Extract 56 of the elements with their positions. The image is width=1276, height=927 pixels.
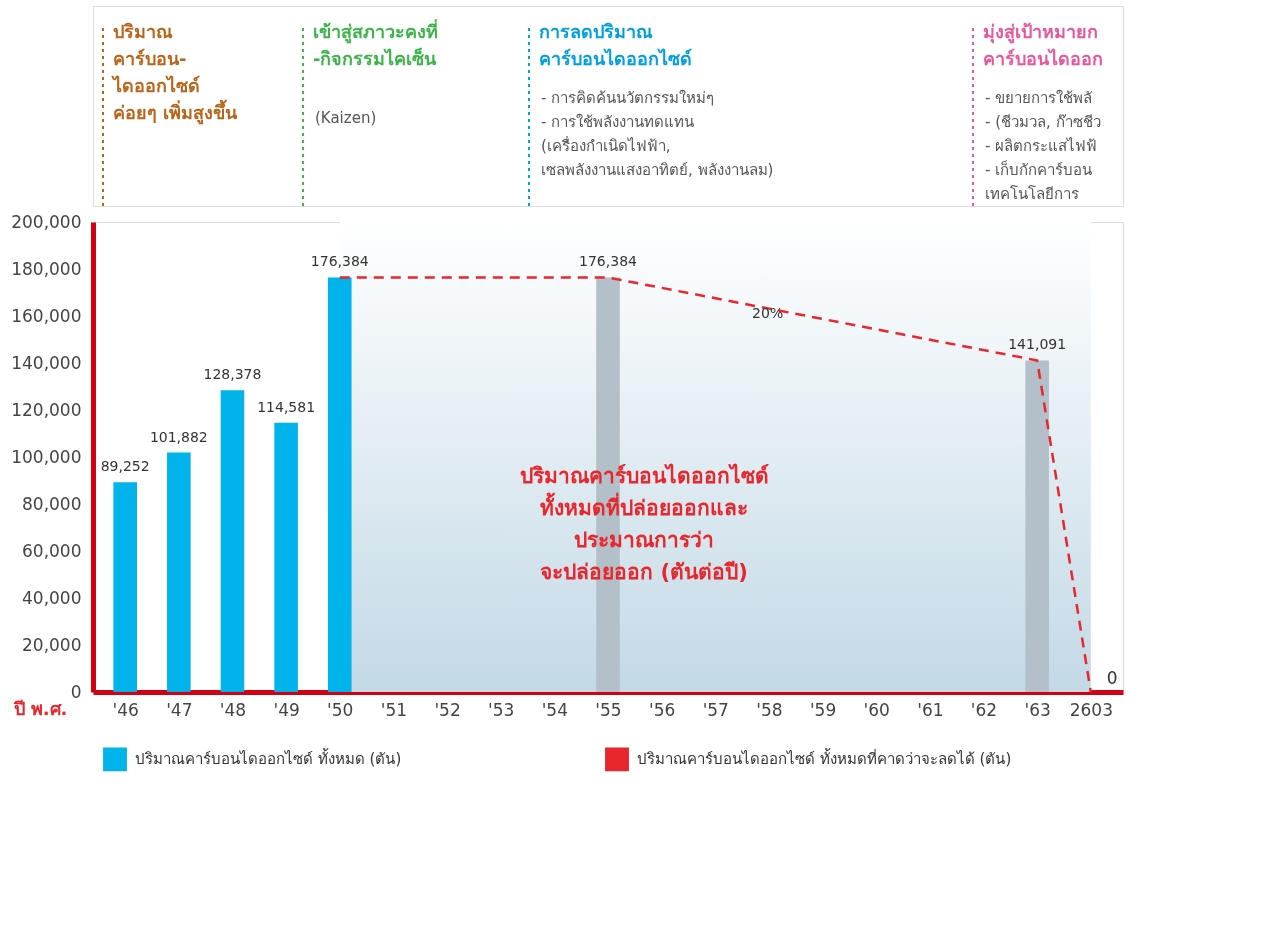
y-tick-label: 180,000 xyxy=(11,258,82,279)
x-tick-label: '52 xyxy=(434,699,461,720)
x-tick-label: 2603 xyxy=(1069,699,1113,720)
data-label: 89,252 xyxy=(100,458,150,475)
y-tick-label: 200,000 xyxy=(11,211,82,232)
x-tick-label: '57 xyxy=(702,699,729,720)
annotation: ปริมาณคาร์บอนไดออกไซด์ ทั้งหมดที่ปล่อยออกและ ประมาณการว่า จะปล่อยออก (ตันต่อปี) xyxy=(519,463,769,585)
x-tick-label: '54 xyxy=(541,699,569,720)
y-tick-label: 120,000 xyxy=(11,399,82,420)
text: มุ่งสู่เป้าหมายก คาร์บอนไดออก xyxy=(983,21,1103,69)
y-tick-label: 0 xyxy=(70,681,82,702)
y-tick-label: 60,000 xyxy=(22,540,82,561)
legend-label: ปริมาณคาร์บอนไดออกไซด์ ทั้งหมด (ตัน) xyxy=(135,748,402,769)
annotation: 20% xyxy=(752,304,784,321)
x-tick-label: '62 xyxy=(970,699,998,720)
legend-label: ปริมาณคาร์บอนไดออกไซด์ ทั้งหมดที่คาดว่าจะลดได้ (ตัน) xyxy=(637,748,1012,769)
data-label: 176,384 xyxy=(579,253,638,270)
y-tick-label: 20,000 xyxy=(22,634,82,655)
text: - ขยายการใช้พลั - (ชีวมวล, ก๊าซชีว - ผลิตกระแสไฟฟ้ - เก็บกักคาร์บอน เทคโนโลยีการ xyxy=(985,89,1101,203)
x-tick-label: '48 xyxy=(219,699,247,720)
x-tick-label: '55 xyxy=(595,699,622,720)
bar xyxy=(113,482,137,692)
data-label: 141,091 xyxy=(1008,336,1067,353)
x-tick-label: '60 xyxy=(863,699,890,720)
bar xyxy=(167,452,191,692)
y-tick-label: 140,000 xyxy=(11,352,82,373)
bar xyxy=(1025,360,1049,692)
y-tick-label: 80,000 xyxy=(22,493,82,514)
x-tick-label: '51 xyxy=(380,699,408,720)
x-tick-label: '46 xyxy=(112,699,139,720)
text: (Kaizen) xyxy=(315,109,377,127)
data-label: 114,581 xyxy=(257,398,316,415)
y-tick-label: 160,000 xyxy=(11,305,82,326)
x-tick-label: '53 xyxy=(488,699,515,720)
x-tick-label: '47 xyxy=(166,699,193,720)
x-tick-label: '61 xyxy=(917,699,944,720)
x-axis-title: ปี พ.ศ. xyxy=(12,697,68,719)
x-tick-label: '59 xyxy=(809,699,837,720)
data-label: 0 xyxy=(1106,668,1118,688)
text: เข้าสู่สภาวะคงที่ -กิจกรรมไคเซ็น xyxy=(313,19,438,69)
bar xyxy=(327,277,352,692)
text: - การคิดค้นนวัตกรรมใหม่ๆ - การใช้พลังงานทดแทน (เครื่องกำเนิดไฟฟ้า, เซลพลังงานแสงอาทิตย์, พลังงานลม) xyxy=(541,89,774,179)
data-label: 128,378 xyxy=(203,366,262,383)
data-label: 176,384 xyxy=(310,253,369,270)
data-label: 101,882 xyxy=(149,428,208,445)
text: การลดปริมาณ คาร์บอนไดออกไซด์ xyxy=(539,21,692,69)
x-tick-label: '63 xyxy=(1024,699,1051,720)
bar xyxy=(274,422,298,692)
y-tick-label: 40,000 xyxy=(22,587,82,608)
x-tick-label: '50 xyxy=(327,699,354,720)
x-tick-label: '56 xyxy=(648,699,676,720)
y-tick-label: 100,000 xyxy=(11,446,82,467)
x-tick-label: '58 xyxy=(756,699,783,720)
bar xyxy=(220,390,245,692)
text: ปริมาณ คาร์บอน- ไดออกไซด์ ค่อยๆ เพิ่มสูงขึ้น xyxy=(111,21,239,125)
x-tick-label: '49 xyxy=(273,699,300,720)
